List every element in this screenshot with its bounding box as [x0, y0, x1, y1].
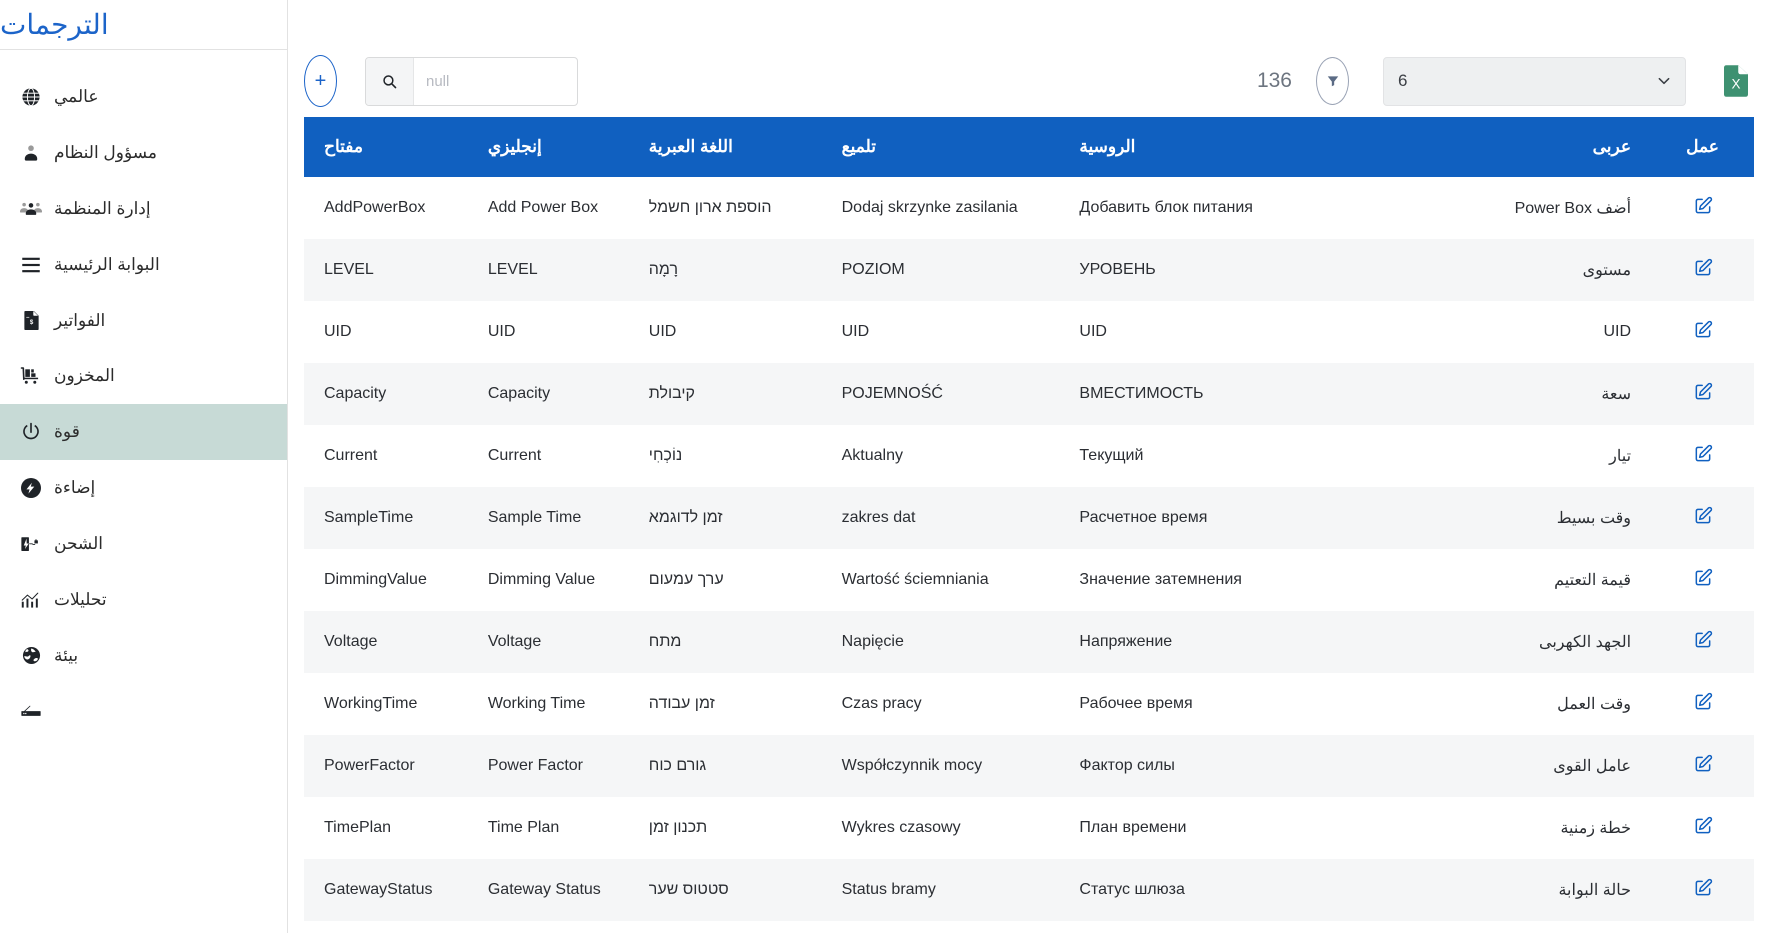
- svg-text:$: $: [29, 319, 33, 326]
- svg-text:X: X: [1731, 77, 1740, 92]
